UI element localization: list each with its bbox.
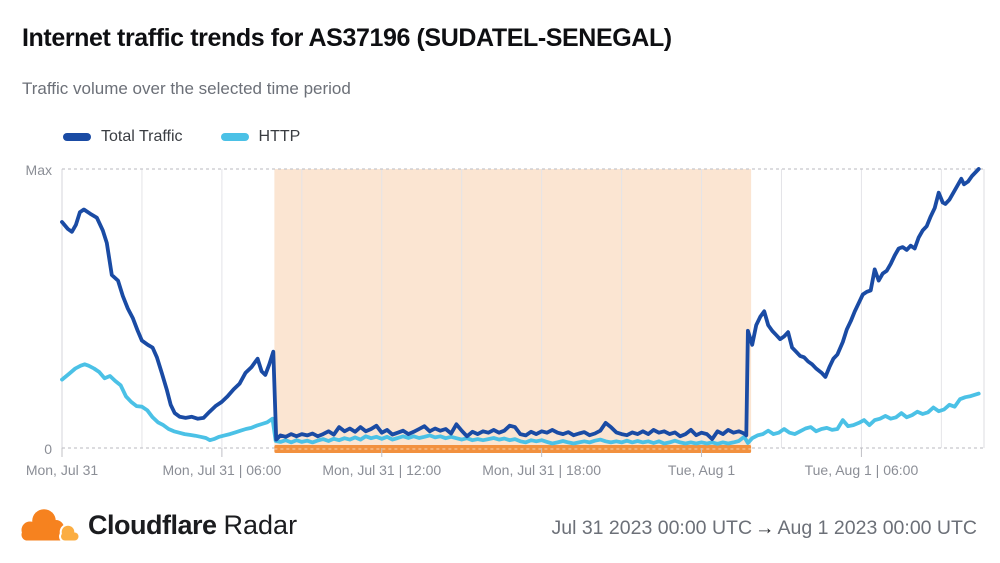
x-tick-label: Tue, Aug 1 | 06:00	[804, 462, 919, 478]
legend-item-total-traffic[interactable]: Total Traffic	[63, 128, 183, 146]
outage-shading-region	[274, 169, 752, 448]
total-traffic-line	[60, 167, 981, 442]
chart-legend: Total Traffic HTTP	[63, 128, 300, 146]
x-tick-label: Mon, Jul 31 | 12:00	[322, 462, 442, 478]
legend-item-http[interactable]: HTTP	[220, 128, 301, 146]
date-range: Jul 31 2023 00:00 UTC → Aug 1 2023 00:00 U…	[551, 517, 977, 540]
y-axis-max-label: Max	[25, 162, 52, 178]
x-tick-label: Mon, Jul 31 | 18:00	[482, 462, 602, 478]
x-tick-label: Mon, Jul 31	[25, 462, 99, 478]
y-axis-zero-label: 0	[44, 441, 52, 457]
http-swatch	[220, 133, 249, 141]
brand-radar: Radar	[223, 510, 298, 540]
traffic-chart[interactable]: Max 0 Mon, Jul 31 Mon, Jul 31 | 06:00 Mon,…	[0, 0, 1000, 500]
total-traffic-swatch	[63, 133, 91, 141]
arrow-right-icon: →	[755, 517, 775, 539]
legend-label: HTTP	[258, 128, 301, 145]
outage-bar	[274, 445, 752, 453]
date-range-start: Jul 31 2023 00:00 UTC	[551, 517, 753, 539]
cloudflare-logo-icon	[21, 509, 81, 543]
x-tick-label: Mon, Jul 31 | 06:00	[162, 462, 282, 478]
http-line	[60, 362, 981, 446]
chart-canvas[interactable]	[0, 0, 1000, 500]
brand-cloudflare: Cloudflare	[88, 510, 217, 540]
brand-wordmark[interactable]: Cloudflare Radar	[88, 510, 297, 541]
x-tick-label: Tue, Aug 1	[667, 462, 736, 478]
page-title: Internet traffic trends for AS37196 (SUD…	[22, 24, 672, 52]
page-subtitle: Traffic volume over the selected time pe…	[22, 79, 351, 98]
date-range-end: Aug 1 2023 00:00 UTC	[777, 517, 977, 539]
legend-label: Total Traffic	[101, 128, 183, 145]
